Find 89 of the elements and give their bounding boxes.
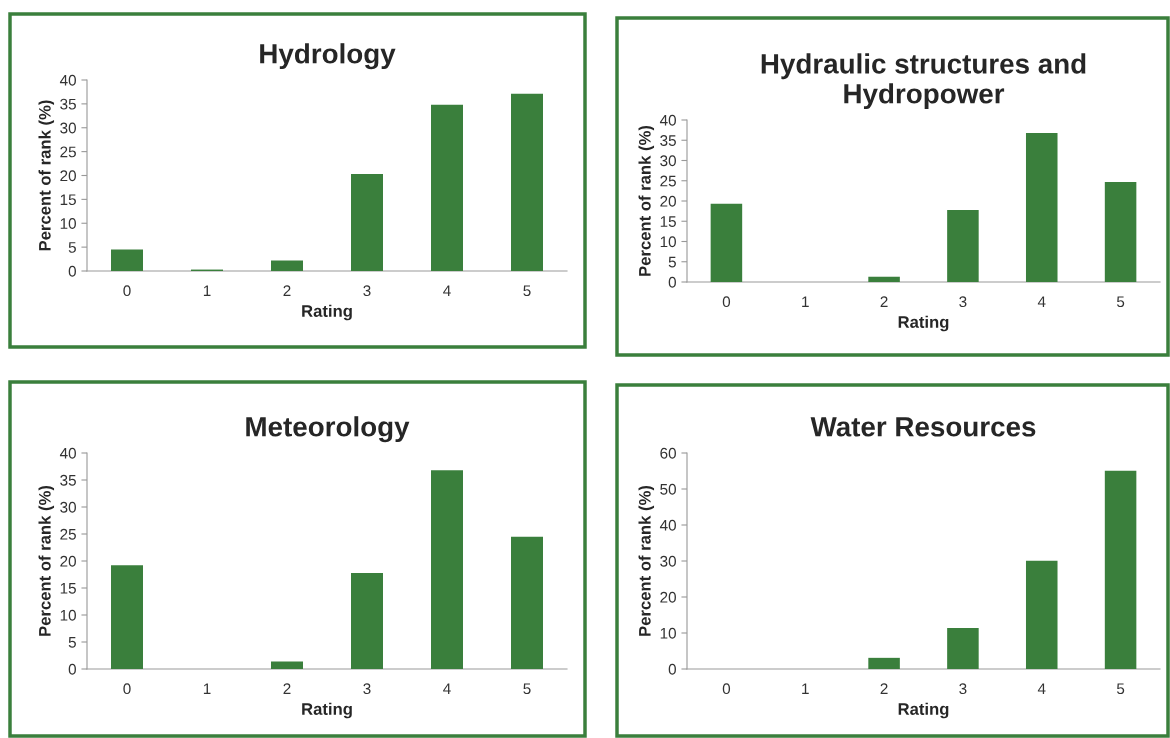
x-tick-label: 3 bbox=[959, 296, 967, 308]
bar bbox=[710, 203, 743, 282]
x-tick-label: 3 bbox=[363, 285, 371, 297]
chart-title: Meteorology bbox=[246, 416, 410, 443]
y-tick-label: 40 bbox=[659, 114, 676, 126]
x-tick-label: 1 bbox=[802, 683, 809, 694]
y-tick-label: 20 bbox=[60, 555, 76, 567]
x-axis-title: Rating bbox=[302, 304, 352, 321]
y-tick-label: 15 bbox=[660, 216, 676, 227]
y-tick-label: 25 bbox=[60, 146, 76, 158]
x-tick-label: 0 bbox=[123, 683, 131, 695]
chart-title: Hydrology bbox=[260, 43, 396, 70]
y-tick-label: 30 bbox=[660, 555, 676, 567]
x-tick-label: 1 bbox=[203, 683, 211, 694]
y-tick-label: 10 bbox=[660, 236, 676, 248]
x-tick-label: 1 bbox=[802, 296, 809, 307]
bar bbox=[947, 209, 979, 282]
bar bbox=[868, 657, 900, 669]
bar bbox=[111, 249, 143, 271]
bar bbox=[271, 661, 303, 669]
chart-title: Hydraulic structures and Hydropower bbox=[761, 53, 1086, 110]
y-tick-label: 5 bbox=[68, 637, 76, 648]
x-axis-title: Rating bbox=[898, 315, 949, 332]
y-tick-label: 0 bbox=[68, 663, 76, 675]
x-tick-label: 0 bbox=[722, 296, 731, 308]
y-tick-label: 40 bbox=[59, 74, 76, 86]
x-tick-label: 2 bbox=[880, 296, 888, 307]
y-tick-label: 0 bbox=[68, 265, 76, 277]
bar bbox=[511, 536, 543, 669]
y-tick-label: 30 bbox=[660, 155, 676, 167]
bar bbox=[351, 572, 383, 669]
bar bbox=[868, 276, 900, 282]
y-tick-label: 15 bbox=[60, 194, 76, 206]
x-tick-label: 5 bbox=[523, 285, 531, 297]
y-tick-label: 35 bbox=[660, 135, 676, 146]
x-tick-label: 4 bbox=[443, 683, 451, 694]
y-tick-label: 35 bbox=[60, 98, 76, 110]
y-tick-label: 50 bbox=[660, 483, 676, 495]
y-tick-label: 40 bbox=[659, 519, 676, 531]
y-tick-label: 10 bbox=[60, 218, 76, 229]
y-axis-title: Percent of rank (%) bbox=[38, 100, 55, 251]
x-tick-label: 4 bbox=[1037, 296, 1046, 307]
bar bbox=[511, 93, 543, 271]
bar bbox=[271, 260, 303, 271]
y-tick-label: 5 bbox=[668, 256, 676, 268]
bar bbox=[111, 565, 143, 669]
x-tick-label: 5 bbox=[523, 683, 531, 695]
y-tick-label: 0 bbox=[668, 663, 676, 675]
x-axis-title: Rating bbox=[898, 702, 949, 719]
bar bbox=[1104, 181, 1137, 282]
y-axis-title: Percent of rank (%) bbox=[638, 485, 655, 636]
y-tick-label: 10 bbox=[60, 609, 76, 621]
x-tick-label: 1 bbox=[203, 285, 211, 296]
y-axis-title: Percent of rank (%) bbox=[38, 485, 55, 636]
y-tick-label: 20 bbox=[660, 591, 676, 603]
bar bbox=[351, 174, 383, 271]
y-tick-label: 5 bbox=[68, 242, 76, 253]
x-tick-label: 2 bbox=[880, 683, 888, 694]
y-tick-label: 10 bbox=[660, 627, 676, 639]
x-tick-label: 5 bbox=[1116, 296, 1125, 308]
y-tick-label: 30 bbox=[60, 122, 76, 134]
y-tick-label: 25 bbox=[60, 528, 76, 540]
x-tick-label: 2 bbox=[283, 285, 291, 296]
chart-title: Water Resources bbox=[810, 417, 1036, 437]
y-tick-label: 30 bbox=[60, 501, 76, 513]
bar bbox=[947, 627, 979, 669]
bar bbox=[1025, 132, 1058, 282]
y-tick-label: 40 bbox=[59, 447, 76, 459]
x-tick-label: 2 bbox=[283, 683, 291, 694]
y-tick-label: 0 bbox=[668, 276, 676, 288]
x-tick-label: 5 bbox=[1116, 683, 1125, 695]
x-tick-label: 3 bbox=[363, 683, 371, 695]
x-tick-label: 4 bbox=[443, 285, 451, 296]
y-axis-title: Percent of rank (%) bbox=[638, 125, 655, 276]
y-tick-label: 35 bbox=[60, 474, 76, 486]
x-tick-label: 4 bbox=[1037, 683, 1046, 694]
x-axis-title: Rating bbox=[302, 702, 352, 719]
x-tick-label: 3 bbox=[959, 683, 967, 695]
y-tick-label: 25 bbox=[660, 175, 676, 187]
y-tick-label: 20 bbox=[660, 195, 676, 207]
y-tick-label: 15 bbox=[60, 583, 76, 594]
y-tick-label: 20 bbox=[60, 170, 76, 182]
bar bbox=[1104, 470, 1137, 669]
bar bbox=[1025, 560, 1058, 669]
y-tick-label: 60 bbox=[660, 447, 676, 459]
x-tick-label: 0 bbox=[722, 683, 731, 695]
x-tick-label: 0 bbox=[123, 285, 131, 297]
bar bbox=[431, 470, 463, 669]
bar bbox=[431, 104, 463, 271]
